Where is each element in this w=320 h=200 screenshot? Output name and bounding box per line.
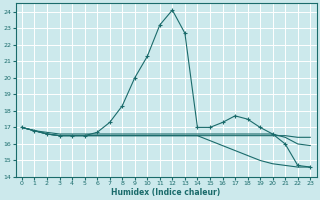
- X-axis label: Humidex (Indice chaleur): Humidex (Indice chaleur): [111, 188, 221, 197]
